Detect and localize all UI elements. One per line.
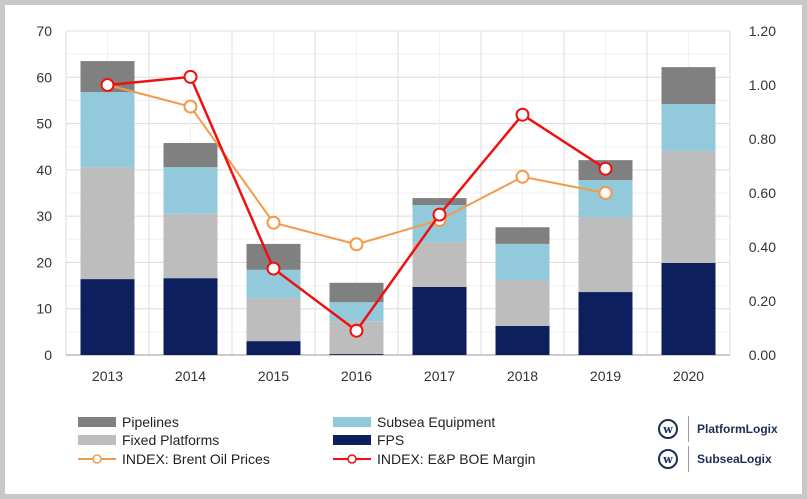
bar-pipelines [163,143,218,168]
bar-pipelines [412,198,467,206]
legend-line-swatch [333,454,371,464]
legend-swatch [78,435,116,445]
y-right-tick-label: 1.20 [749,23,776,39]
y-left-tick-label: 30 [36,208,52,224]
line-point-ep-margin [100,78,115,92]
legend-label: INDEX: E&P BOE Margin [377,451,536,467]
bar-fps [495,325,550,355]
x-tick-label: 2019 [590,368,621,384]
bar-fixed-platforms [578,217,633,293]
legend-brent: INDEX: Brent Oil Prices [78,451,270,467]
line-point-brent [266,215,281,230]
line-point-ep-margin [432,207,447,222]
bar-pipelines [329,282,384,303]
bar-pipelines [495,227,550,244]
legend-label: Fixed Platforms [122,432,220,448]
logo-subsealogix: w SubseaLogix [658,446,772,472]
legend-fixed: Fixed Platforms [78,432,219,448]
y-left-tick-label: 0 [44,347,52,363]
legend-swatch [333,417,371,427]
x-tick-label: 2020 [673,368,704,384]
bar-fps [412,286,467,355]
line-point-brent [349,237,364,252]
bar-subsea-equipment [661,104,716,151]
x-tick-label: 2017 [424,368,455,384]
y-left-tick-label: 70 [36,23,52,39]
bar-subsea-equipment [495,243,550,281]
x-tick-label: 2016 [341,368,372,384]
w-logo-icon: w [658,449,678,469]
bar-fps [329,354,384,355]
line-point-brent [515,169,530,184]
bar-subsea-equipment [80,92,135,168]
bar-fixed-platforms [495,280,550,326]
legend-label: INDEX: Brent Oil Prices [122,451,270,467]
legend-subsea: Subsea Equipment [333,414,495,430]
bar-fixed-platforms [412,242,467,287]
line-point-ep-margin [515,107,530,122]
y-left-tick-label: 20 [36,254,52,270]
x-tick-label: 2013 [92,368,123,384]
bar-fps [80,279,135,355]
line-point-ep-margin [598,161,613,176]
bar-fixed-platforms [661,150,716,263]
y-right-tick-label: 0.80 [749,131,776,147]
bar-fps [246,341,301,355]
y-right-tick-label: 0.40 [749,239,776,255]
legend-margin: INDEX: E&P BOE Margin [333,451,535,467]
logo-text: PlatformLogix [697,422,778,436]
y-left-tick-label: 10 [36,301,52,317]
bar-subsea-equipment [163,167,218,214]
legend-label: Subsea Equipment [377,414,496,430]
legend-pipelines: Pipelines [78,414,179,430]
logo-text: SubseaLogix [697,452,772,466]
legend-swatch [333,435,371,445]
legend-swatch [78,417,116,427]
line-point-brent [183,99,198,114]
legend-line-swatch [78,454,116,464]
bar-fixed-platforms [80,167,135,280]
y-right-tick-label: 0.20 [749,293,776,309]
y-left-tick-label: 60 [36,69,52,85]
y-left-tick-label: 50 [36,116,52,132]
y-right-tick-label: 0.00 [749,347,776,363]
bar-pipelines [661,67,716,105]
x-tick-label: 2015 [258,368,289,384]
logo-platformlogix: w PlatformLogix [658,416,778,442]
line-point-ep-margin [349,323,364,338]
bar-fixed-platforms [246,298,301,342]
bar-fps [163,278,218,355]
bar-subsea-equipment [329,302,384,322]
legend-label: Pipelines [122,414,179,430]
legend-label: FPS [377,432,405,448]
y-left-tick-label: 40 [36,162,52,178]
line-point-ep-margin [266,261,281,276]
legend-fps: FPS [333,432,404,448]
x-tick-label: 2014 [175,368,206,384]
x-tick-label: 2018 [507,368,538,384]
bar-fps [578,292,633,355]
line-point-brent [598,186,613,200]
y-right-tick-label: 1.00 [749,77,776,93]
bar-fps [661,262,716,355]
bar-fixed-platforms [163,213,218,279]
w-logo-icon: w [658,419,678,439]
y-right-tick-label: 0.60 [749,185,776,201]
line-point-ep-margin [183,69,198,84]
